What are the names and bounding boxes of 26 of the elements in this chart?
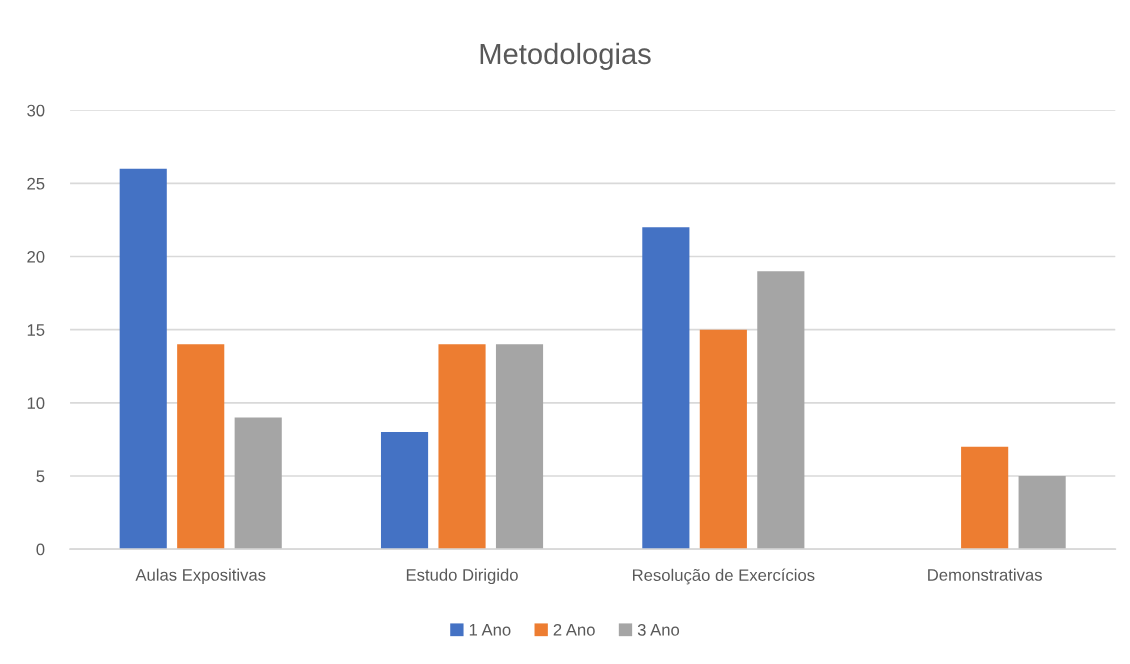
y-tick-label: 30 (27, 104, 45, 117)
bar (1018, 475, 1066, 550)
bar (177, 344, 225, 550)
bar (757, 271, 805, 550)
bar (380, 432, 429, 550)
bar (438, 344, 486, 550)
x-tick-label: Estudo Dirigido (406, 568, 518, 585)
x-tick-label: Demonstrativas (928, 568, 1042, 581)
y-tick-label: 0 (36, 543, 45, 556)
bar (119, 168, 167, 550)
chart-title: Metodologias (480, 42, 651, 71)
legend-label: 1 Ano (469, 624, 511, 636)
bar (961, 446, 1009, 550)
y-tick-label: 5 (36, 470, 45, 483)
y-tick-label: 25 (27, 177, 45, 190)
y-tick-label: 10 (27, 397, 45, 410)
legend-label: 2 Ano (553, 623, 595, 636)
x-tick-label: Resolução de Exercícios (633, 568, 815, 585)
legend-label: 3 Ano (637, 623, 680, 636)
y-tick-label: 20 (27, 250, 45, 263)
bar (699, 329, 747, 550)
bar (642, 227, 690, 550)
bar (495, 344, 544, 550)
y-tick-label: 15 (27, 324, 45, 336)
bar (234, 417, 282, 550)
x-tick-label: Aulas Expositivas (135, 568, 266, 585)
